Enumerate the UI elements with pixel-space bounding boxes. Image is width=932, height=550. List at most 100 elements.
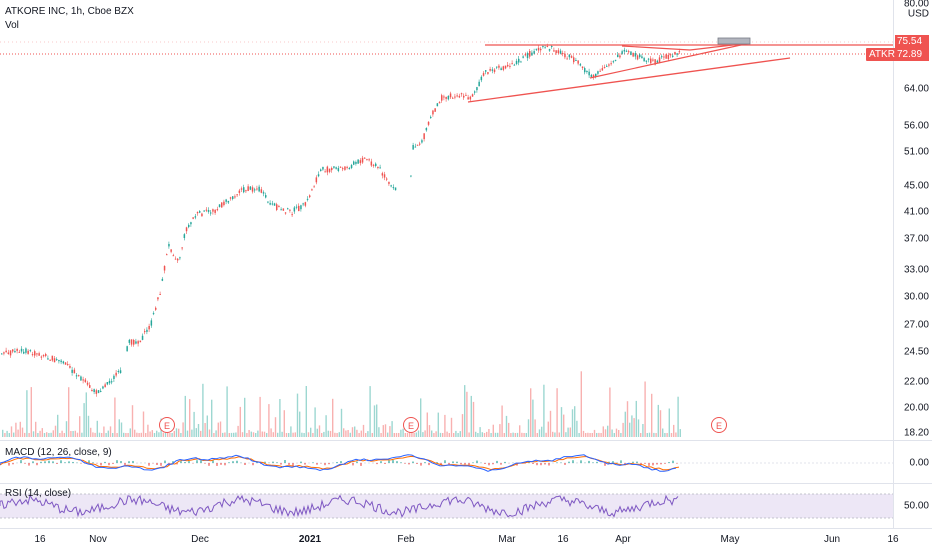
candle-body (152, 313, 155, 315)
candle-body (315, 177, 318, 183)
candle-body (295, 206, 298, 208)
volume-bar (488, 429, 490, 437)
macd-histogram-bar (568, 461, 570, 463)
volume-bar (371, 433, 373, 437)
volume-bar (208, 429, 211, 437)
macd-histogram-bar (456, 461, 458, 463)
macd-pane[interactable] (0, 441, 893, 483)
volume-bar (356, 429, 358, 437)
candle-body (590, 74, 593, 77)
candle-body (474, 91, 476, 93)
macd-histogram-bar (488, 463, 490, 466)
last-price-tag: 72.89 (895, 48, 929, 61)
macd-legend[interactable]: MACD (12, 26, close, 9) (5, 447, 112, 458)
candle-body (159, 294, 161, 295)
volume-bar (186, 430, 189, 437)
volume-bar (312, 433, 314, 437)
rsi-pane[interactable] (0, 484, 893, 528)
candle-body (414, 146, 417, 148)
chart-title[interactable]: ATKORE INC, 1h, Cboe BZX (5, 6, 134, 17)
volume-bar (158, 432, 160, 437)
candle-body (236, 194, 238, 196)
price-scale[interactable]: 80.00 USD 64.00 56.00 51.00 45.00 41.00 … (893, 0, 932, 440)
candle-body (487, 72, 489, 74)
candle-body (469, 96, 472, 100)
earnings-marker[interactable]: E (403, 417, 419, 433)
volume-bar (459, 431, 461, 437)
candle-body (243, 187, 245, 193)
volume-bar (369, 386, 371, 437)
earnings-marker[interactable]: E (711, 417, 727, 433)
candle-body (207, 210, 210, 212)
candle-body (181, 247, 183, 249)
time-axis[interactable]: 16 Nov Dec 2021 Feb Mar 16 Apr May Jun 1… (0, 529, 932, 550)
candle-body (232, 196, 234, 199)
price-tick: 27.00 (903, 319, 929, 331)
volume-bar (310, 427, 312, 437)
volume-bar (299, 411, 301, 437)
earnings-marker[interactable]: E (159, 417, 175, 433)
candle-body (282, 208, 285, 211)
candle-body (40, 356, 43, 358)
candle-body (540, 48, 542, 51)
volume-bar (274, 417, 277, 437)
candle-body (273, 203, 276, 206)
candle-body (658, 57, 661, 63)
candle-body (566, 58, 568, 60)
volume-bar (466, 391, 468, 437)
candle-body (546, 46, 549, 47)
candle-body (328, 168, 331, 172)
volume-bar (648, 432, 651, 437)
volume-bar (653, 432, 655, 437)
price-currency: USD (907, 8, 929, 20)
candle-body (12, 349, 14, 352)
price-tick: 45.00 (903, 180, 929, 192)
volume-bar (622, 422, 624, 437)
macd-histogram-bar (108, 463, 110, 466)
volume-bar (499, 424, 501, 437)
macd-scale[interactable]: 0.00 (893, 441, 932, 483)
volume-bar (15, 422, 17, 437)
candle-body (568, 54, 571, 58)
macd-histogram-bar (284, 460, 286, 464)
volume-bar (290, 426, 292, 437)
macd-histogram-bar (12, 463, 14, 465)
volume-bar (321, 433, 323, 437)
price-pane[interactable] (0, 0, 893, 440)
candle-body (168, 244, 170, 247)
volume-bar (351, 427, 354, 437)
volume-bar (398, 433, 400, 437)
candle-body (188, 224, 190, 228)
volume-bar (96, 420, 98, 437)
candle-body (557, 50, 560, 53)
rsi-legend[interactable]: RSI (14, close) (5, 488, 72, 499)
volume-bar (182, 422, 184, 437)
candle-body (238, 190, 241, 193)
candle-body (500, 68, 502, 71)
candle-body (412, 145, 414, 150)
candle-body (636, 55, 639, 60)
time-tick: Apr (615, 534, 631, 545)
candle-body (562, 53, 564, 55)
candle-body (586, 71, 588, 72)
volume-bar (673, 424, 675, 437)
macd-histogram-bar (80, 463, 82, 464)
volume-legend[interactable]: Vol (5, 20, 19, 31)
volume-bar (167, 433, 169, 437)
macd-histogram-bar (608, 461, 610, 464)
candle-body (267, 201, 269, 203)
volume-bar (527, 419, 530, 437)
candle-body (111, 381, 113, 383)
volume-bar (200, 430, 202, 437)
volume-bar (637, 419, 640, 437)
price-tick: 33.00 (903, 264, 929, 276)
candle-body (390, 185, 392, 187)
rsi-scale[interactable]: 50.00 (893, 484, 932, 528)
candle-body (654, 59, 656, 65)
candle-body (526, 53, 529, 59)
candle-body (146, 329, 148, 332)
volume-bar (591, 433, 593, 437)
volume-bar (420, 398, 422, 437)
macd-histogram-bar (328, 463, 330, 465)
candle-body (227, 200, 230, 203)
